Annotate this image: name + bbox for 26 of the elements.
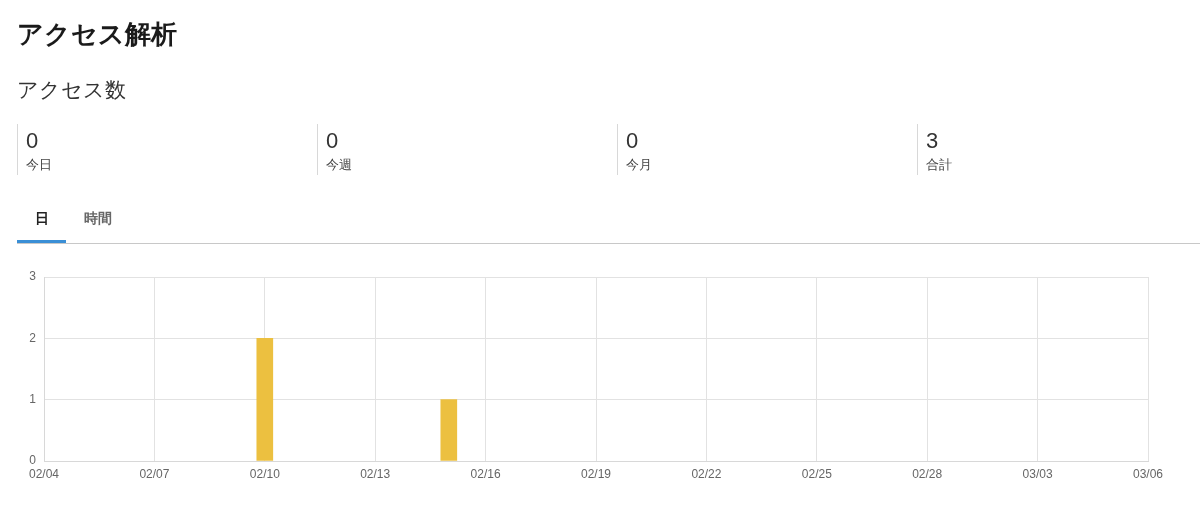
data-label: 0 (626, 128, 639, 154)
category-label: 今月 (626, 157, 652, 173)
tab: 日 (17, 208, 66, 243)
x-tick-label: 02/16 (470, 466, 501, 481)
x-tick-label: 03/06 (1132, 466, 1164, 481)
x-tick-label: 02/28 (912, 466, 943, 481)
category-label: 合計 (926, 157, 952, 173)
x-tick-label: 02/07 (139, 466, 170, 481)
x-tick-label: 02/22 (691, 466, 722, 481)
x-tick-label: 02/19 (580, 466, 612, 481)
text: アクセス解析 (17, 18, 177, 51)
x-tick-label: 02/04 (28, 466, 60, 481)
x-tick-label: 02/25 (801, 466, 833, 481)
category-label: 今週 (326, 157, 352, 173)
y-tick-label: 2 (29, 330, 37, 345)
data-label: 0 (326, 128, 339, 154)
y-tick-label: 3 (29, 269, 37, 284)
x-tick-label: 02/10 (249, 466, 281, 481)
text: 時間 (83, 210, 112, 226)
x-tick-label: 03/03 (1022, 466, 1053, 481)
category-label: 今日 (26, 157, 52, 173)
data-label: 3 (926, 128, 939, 154)
y-tick-label: 1 (29, 391, 37, 406)
y-tick-label: 0 (29, 453, 37, 468)
text: アクセス数 (17, 77, 126, 103)
x-tick-label: 02/13 (360, 466, 391, 481)
